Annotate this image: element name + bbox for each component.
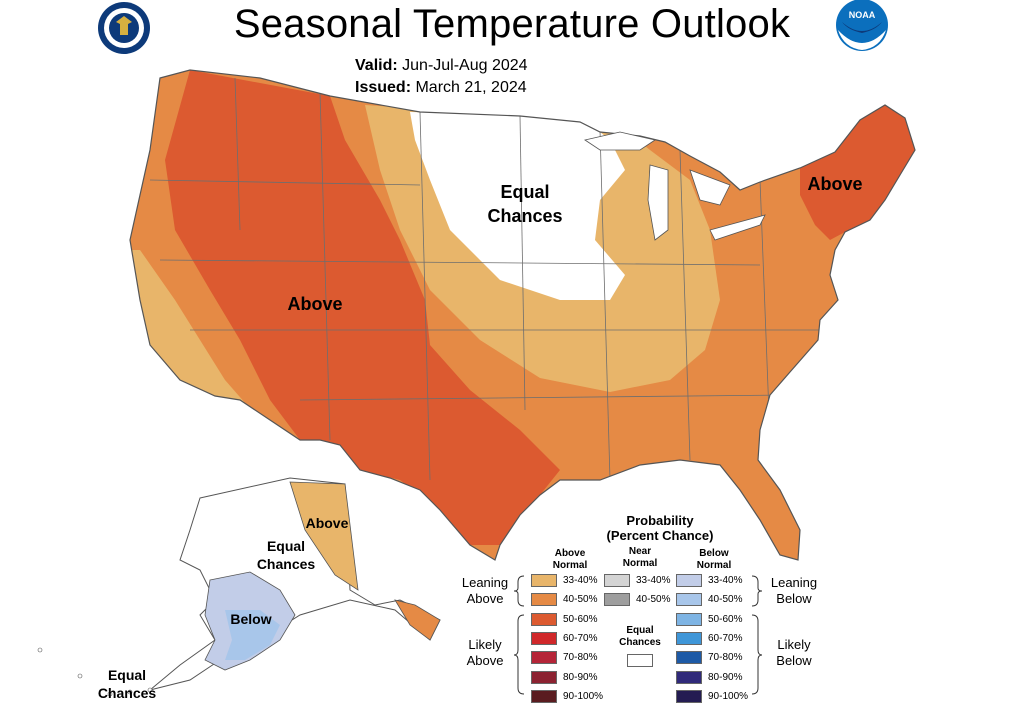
legend-below-header: Below Normal <box>696 548 732 571</box>
label-aleutian-equal-1: Equal <box>108 667 146 683</box>
legend-equal-swatch <box>627 654 653 667</box>
legend-above-swatch <box>531 612 557 626</box>
label-equal-north-2: Chances <box>487 206 562 226</box>
legend-near-swatch <box>604 593 630 607</box>
legend-above-swatch <box>531 593 557 607</box>
lake-erie <box>709 214 766 241</box>
legend-below-label: 70-80% <box>708 652 743 664</box>
valid-label: Valid: <box>355 57 398 74</box>
zone-equal-chances <box>410 112 625 300</box>
valid-line: Valid: Jun-Jul-Aug 2024 <box>355 57 528 75</box>
alaska-panhandle-zone <box>394 599 441 641</box>
legend-below-label: 40-50% <box>708 594 743 606</box>
aleutians <box>37 647 153 697</box>
alaska-above-zone <box>289 481 359 591</box>
legend-above-label: 70-80% <box>563 652 598 664</box>
legend-above-swatch <box>531 574 557 587</box>
legend-above-label: 80-90% <box>563 671 598 683</box>
legend-leaning-above: Leaning Above <box>461 575 509 606</box>
legend-above-label: 60-70% <box>563 632 598 644</box>
noaa-logo-text: NOAA <box>849 10 876 20</box>
legend-near-label: 33-40% <box>636 575 671 586</box>
legend-below-swatch <box>676 593 702 607</box>
label-alaska-equal-1: Equal <box>267 538 305 554</box>
legend-above-label: 33-40% <box>563 575 598 586</box>
noaa-logo-icon: NOAA <box>836 0 888 51</box>
valid-value: Jun-Jul-Aug 2024 <box>402 57 528 74</box>
lake-michigan <box>647 164 669 241</box>
legend-below-swatch <box>676 670 702 684</box>
legend-title-line2: (Percent Chance) <box>606 528 714 543</box>
issued-line: Issued: March 21, 2024 <box>355 79 527 97</box>
legend-above-swatch <box>531 631 557 645</box>
zone-above-50-60-west <box>165 70 560 545</box>
label-alaska-above: Above <box>306 515 349 531</box>
alaska-below-40-50 <box>225 610 280 660</box>
legend-near-swatch <box>604 574 630 587</box>
legend-leaning-below: Leaning Below <box>770 575 818 606</box>
legend-below-swatch <box>676 574 702 587</box>
legend-below-label: 60-70% <box>708 632 743 644</box>
legend-above-label: 90-100% <box>563 690 604 702</box>
legend-likely-above: Likely Above <box>466 637 504 668</box>
zone-above-50-60-northeast <box>800 105 915 240</box>
legend-above-label: 40-50% <box>563 594 598 606</box>
legend-below-label: 80-90% <box>708 671 743 683</box>
alaska <box>37 477 441 697</box>
legend-below-label: 33-40% <box>708 575 743 586</box>
legend-title-line1: Probability <box>626 513 694 528</box>
legend-below-label: 90-100% <box>708 690 749 702</box>
issued-value: March 21, 2024 <box>415 79 527 96</box>
conus-outline <box>129 69 916 561</box>
legend-above-swatch <box>531 689 557 703</box>
page-title: Seasonal Temperature Outlook <box>233 2 791 46</box>
legend-below-swatch <box>676 689 702 703</box>
legend-above-header: Above Normal <box>552 548 588 571</box>
legend-below-swatch <box>676 651 702 665</box>
legend-near-header: Near Normal <box>622 546 658 569</box>
lake-huron <box>689 169 731 206</box>
legend-equal-label: Equal Chances <box>619 625 661 648</box>
legend-above-swatch <box>531 651 557 665</box>
state-borders <box>149 77 820 481</box>
legend-likely-below: Likely Below <box>776 637 812 668</box>
legend-above-swatch <box>531 670 557 684</box>
legend-above-label: 50-60% <box>563 613 598 625</box>
legend-below-swatch <box>676 631 702 645</box>
legend-below-label: 50-60% <box>708 613 743 625</box>
label-aleutian-equal-2: Chances <box>98 685 157 701</box>
label-above-west: Above <box>287 294 342 314</box>
doc-seal-icon <box>98 2 150 54</box>
label-alaska-below: Below <box>230 611 271 627</box>
label-above-northeast: Above <box>807 174 862 194</box>
legend-near-label: 40-50% <box>636 594 671 606</box>
lake-superior <box>584 131 656 151</box>
legend-title: Probability (Percent Chance) <box>560 513 760 543</box>
issued-label: Issued: <box>355 79 412 96</box>
label-equal-north-1: Equal <box>500 182 549 202</box>
legend-below-swatch <box>676 612 702 626</box>
label-alaska-equal-2: Chances <box>257 556 316 572</box>
